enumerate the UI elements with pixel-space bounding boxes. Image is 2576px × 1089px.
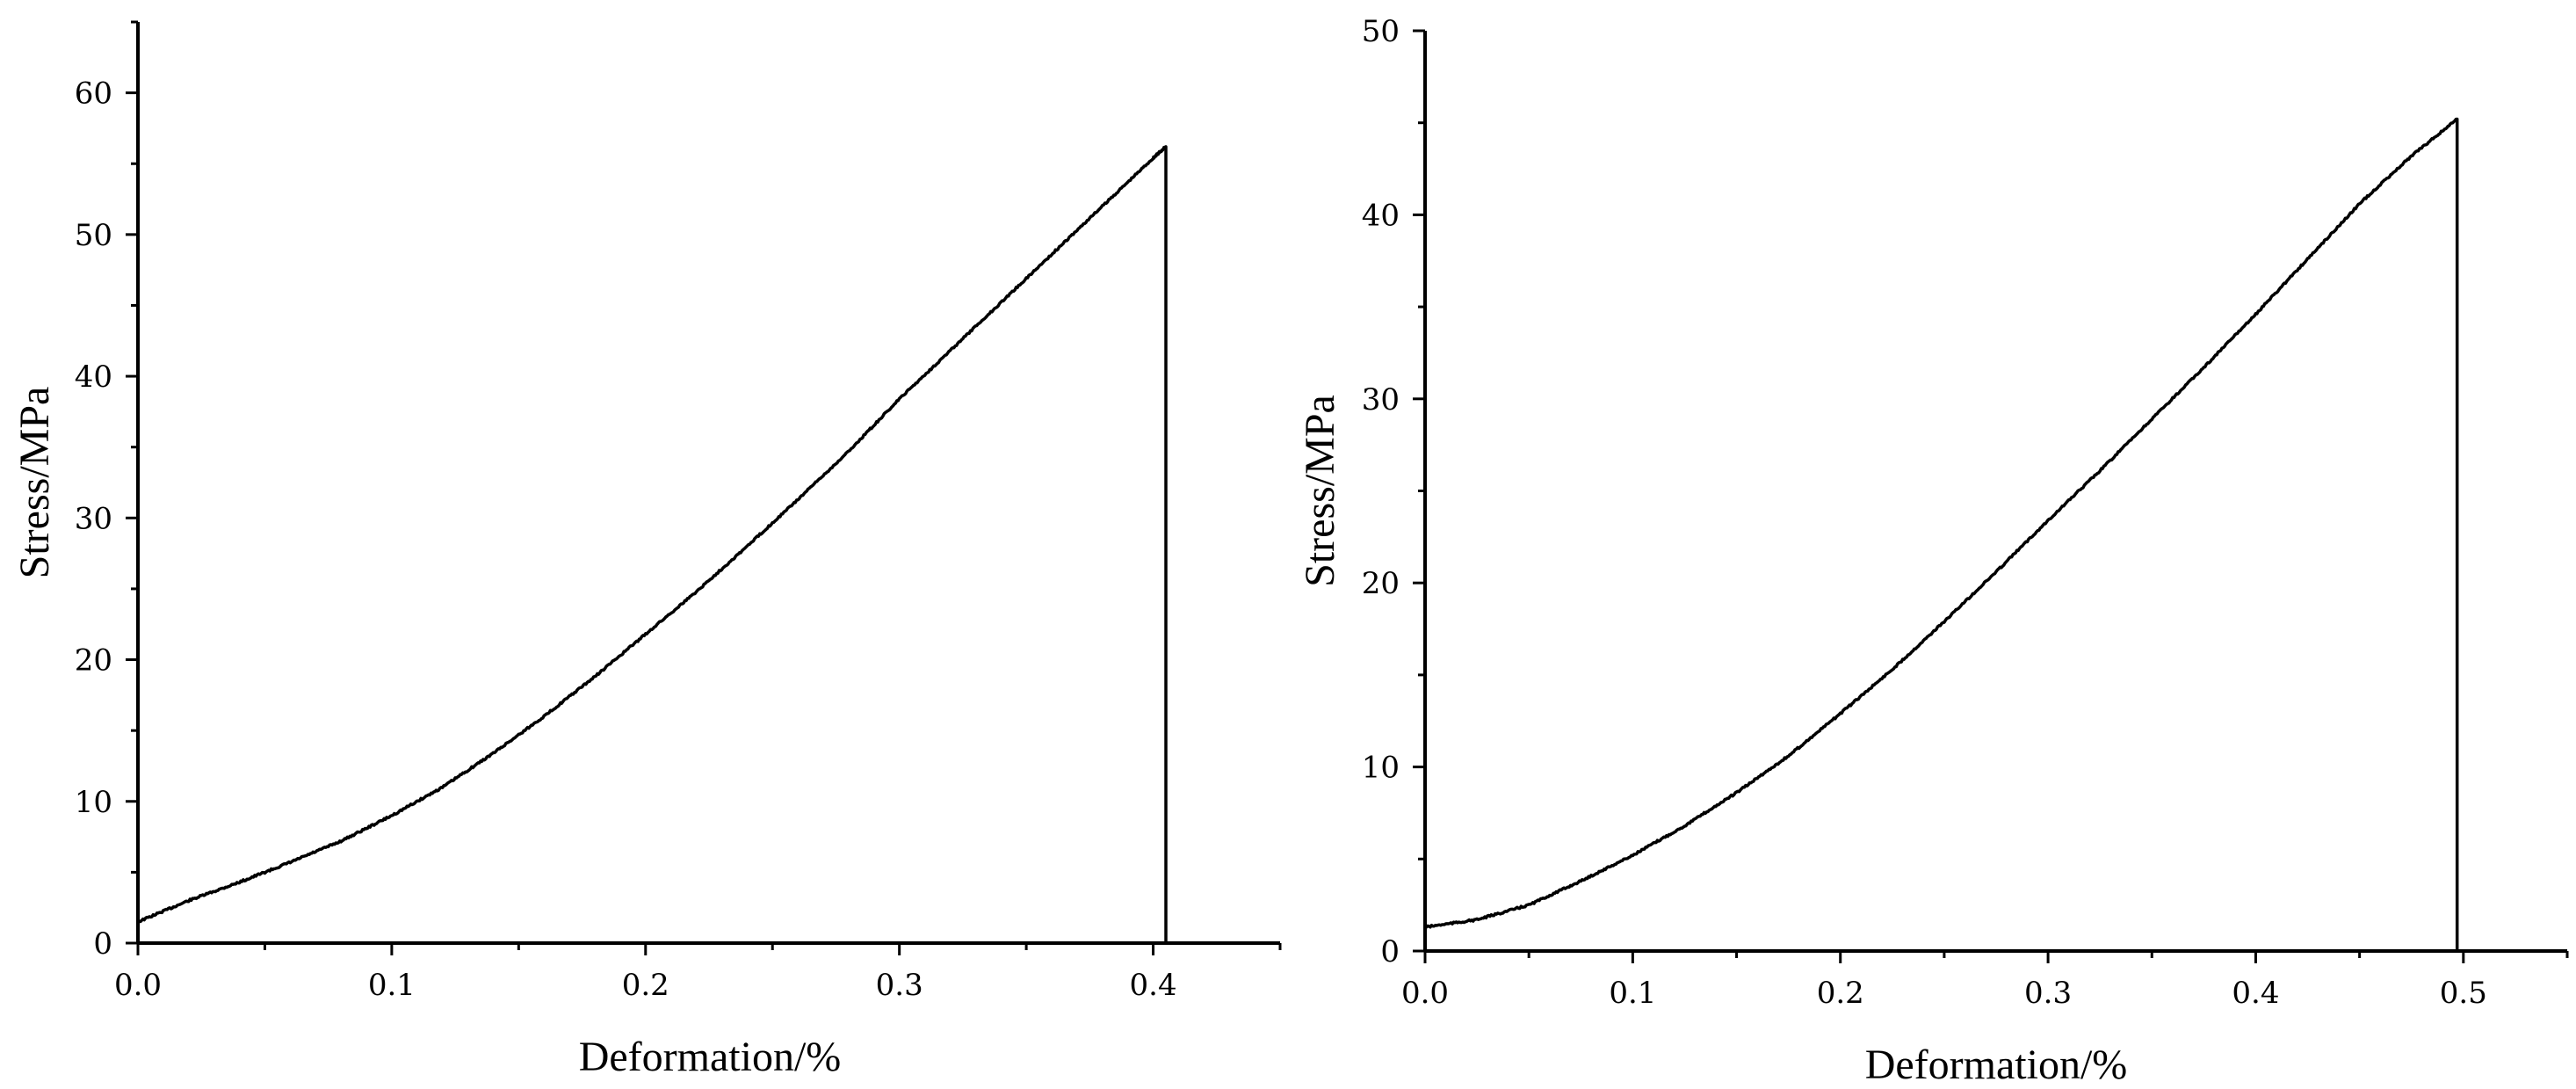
x-axis-title: Deformation/% — [579, 1034, 842, 1080]
y-tick-label: 60 — [75, 76, 112, 112]
y-tick-label: 20 — [75, 643, 112, 679]
y-tick-label: 40 — [75, 359, 112, 395]
y-tick-label: 0 — [1380, 934, 1400, 969]
y-tick-label: 10 — [75, 785, 112, 820]
stress-deformation-chart-1: 0 10 20 30 40 50 60 0.0 0.1 0.2 0.3 0.4 Deformation/… — [11, 20, 1282, 1080]
y-tick-label: 50 — [1362, 14, 1400, 49]
x-tick-label: 0.1 — [1609, 976, 1656, 1011]
x-axis-title: Deformation/% — [1865, 1042, 2128, 1088]
y-axis-title: Stress/MPa — [11, 387, 58, 579]
y-tick-label: 10 — [1362, 751, 1400, 786]
y-axis-title: Stress/MPa — [1297, 395, 1343, 587]
y-tick-label: 50 — [75, 218, 112, 253]
y-tick-label: 20 — [1362, 566, 1400, 601]
x-tick-label: 0.4 — [2232, 976, 2279, 1011]
x-tick-label: 0.0 — [114, 968, 162, 1003]
x-tick-label: 0.4 — [1130, 968, 1177, 1003]
stress-curve — [1424, 117, 2459, 951]
y-tick-label: 30 — [1362, 382, 1400, 417]
y-tick-label: 40 — [1362, 198, 1400, 233]
x-tick-label: 0.5 — [2440, 976, 2487, 1011]
x-tick-label: 0.0 — [1401, 976, 1449, 1011]
stress-deformation-chart-2: 0 10 20 30 40 50 0.0 0.1 0.2 0.3 0.4 0.5 Deformation… — [1297, 14, 2569, 1088]
x-tick-label: 0.3 — [876, 968, 923, 1003]
y-tick-label: 30 — [75, 501, 112, 536]
x-tick-label: 0.2 — [622, 968, 669, 1003]
y-tick-label: 0 — [93, 926, 112, 962]
x-tick-label: 0.1 — [368, 968, 416, 1003]
x-tick-label: 0.2 — [1817, 976, 1864, 1011]
stress-curve — [137, 145, 1168, 943]
x-tick-label: 0.3 — [2024, 976, 2072, 1011]
